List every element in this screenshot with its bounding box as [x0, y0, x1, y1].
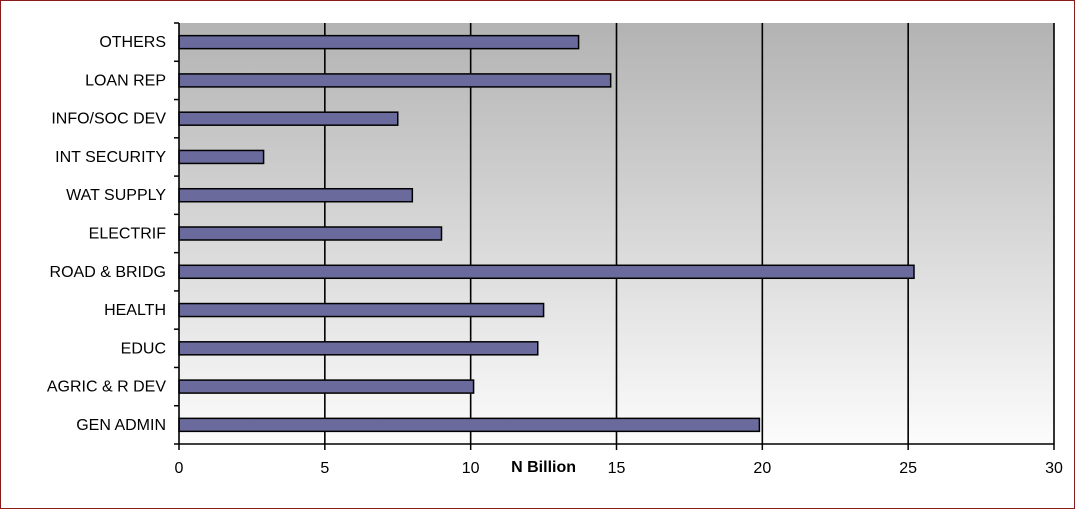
axes — [174, 22, 1055, 450]
x-tick-label: 20 — [753, 460, 771, 477]
category-label: HEALTH — [104, 302, 166, 319]
bar-wat-supply — [178, 187, 414, 203]
bar-health — [178, 302, 545, 318]
category-label: LOAN REP — [85, 72, 166, 89]
category-label: INT SECURITY — [55, 149, 166, 166]
x-tick-labels: 0 5 10 15 20 25 30 — [175, 460, 1063, 477]
bar-int-security — [178, 149, 265, 165]
bar-gen-admin — [178, 417, 761, 433]
category-label: ELECTRIF — [89, 226, 167, 243]
category-label: AGRIC & R DEV — [47, 379, 166, 396]
x-axis-title: N Billion — [511, 459, 576, 476]
x-tick-label: 10 — [462, 460, 480, 477]
category-label: WAT SUPPLY — [66, 187, 166, 204]
x-tick-label: 25 — [899, 460, 917, 477]
category-label: EDUC — [121, 340, 166, 357]
bar-info-soc-dev — [178, 111, 399, 126]
category-label: OTHERS — [99, 34, 166, 51]
bar-loan-rep — [178, 73, 612, 88]
bar-electrif — [178, 226, 443, 241]
x-tick-label: 30 — [1045, 460, 1063, 477]
bar-others — [178, 34, 580, 50]
category-label: INFO/SOC DEV — [51, 111, 166, 128]
gridlines — [324, 23, 1055, 444]
x-tick-label: 0 — [175, 460, 184, 477]
bar-agric-r-dev — [178, 379, 475, 394]
x-tick-label: 5 — [320, 460, 329, 477]
category-labels: GEN ADMIN AGRIC & R DEV EDUC HEALTH ROAD & B… — [47, 34, 166, 434]
bar-road-bridg — [178, 264, 915, 280]
x-tick-label: 15 — [608, 460, 626, 477]
category-label: GEN ADMIN — [76, 417, 166, 434]
category-label: ROAD & BRIDG — [50, 264, 166, 281]
bar-educ — [178, 341, 539, 356]
